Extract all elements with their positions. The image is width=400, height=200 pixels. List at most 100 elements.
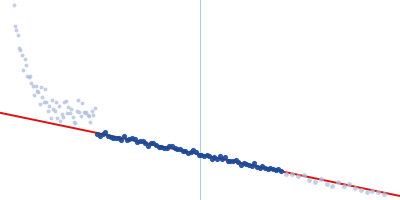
Point [179, 149, 186, 152]
Point [187, 151, 194, 154]
Point [230, 159, 236, 162]
Point [134, 140, 140, 143]
Point [240, 162, 247, 165]
Point [126, 138, 132, 141]
Point [24, 74, 30, 77]
Point [79, 101, 86, 104]
Point [32, 85, 39, 88]
Point [272, 168, 279, 171]
Point [312, 181, 318, 184]
Point [256, 166, 263, 170]
Point [94, 132, 100, 135]
Point [182, 150, 188, 153]
Point [246, 164, 252, 167]
Point [251, 161, 258, 165]
Point [70, 115, 76, 118]
Point [116, 136, 122, 139]
Point [40, 100, 47, 103]
Point [346, 183, 353, 186]
Point [26, 75, 32, 78]
Point [42, 88, 48, 91]
Point [211, 155, 218, 158]
Point [118, 138, 124, 141]
Point [248, 165, 255, 168]
Point [68, 107, 74, 111]
Point [110, 137, 116, 140]
Point [64, 112, 70, 115]
Point [80, 111, 87, 114]
Point [278, 169, 284, 172]
Point [203, 154, 210, 157]
Point [91, 106, 98, 109]
Point [23, 63, 29, 67]
Point [45, 110, 51, 113]
Point [259, 165, 266, 168]
Point [171, 146, 178, 150]
Point [18, 53, 25, 56]
Point [21, 57, 28, 60]
Point [375, 190, 381, 194]
Point [74, 109, 80, 112]
Point [177, 148, 183, 151]
Point [153, 143, 159, 146]
Point [76, 110, 83, 113]
Point [158, 145, 164, 148]
Point [150, 142, 156, 145]
Point [20, 68, 26, 71]
Point [38, 86, 44, 89]
Point [161, 146, 167, 149]
Point [340, 184, 347, 187]
Point [31, 94, 37, 97]
Point [195, 153, 202, 156]
Point [71, 121, 77, 124]
Point [34, 89, 40, 92]
Point [102, 131, 108, 134]
Point [113, 137, 119, 140]
Point [78, 115, 84, 118]
Point [174, 147, 180, 150]
Point [364, 190, 370, 193]
Point [198, 154, 204, 157]
Point [61, 101, 68, 104]
Point [43, 101, 50, 104]
Point [185, 151, 191, 154]
Point [62, 99, 69, 103]
Point [295, 174, 301, 178]
Point [72, 121, 78, 125]
Point [155, 146, 162, 149]
Point [129, 136, 135, 140]
Point [267, 166, 274, 169]
Point [147, 142, 154, 145]
Point [121, 135, 127, 138]
Point [16, 47, 22, 50]
Point [206, 154, 212, 157]
Point [380, 193, 387, 196]
Point [289, 173, 296, 176]
Point [214, 157, 220, 160]
Point [139, 140, 146, 143]
Point [84, 113, 91, 116]
Point [97, 135, 103, 138]
Point [67, 111, 73, 115]
Point [57, 119, 64, 123]
Point [14, 34, 21, 37]
Point [56, 104, 62, 107]
Point [137, 140, 143, 143]
Point [53, 100, 59, 103]
Point [329, 185, 336, 188]
Point [123, 138, 130, 141]
Point [30, 84, 36, 87]
Point [52, 110, 58, 113]
Point [54, 116, 61, 119]
Point [238, 163, 244, 166]
Point [283, 172, 290, 175]
Point [100, 133, 106, 136]
Point [13, 29, 20, 32]
Point [300, 174, 307, 177]
Point [243, 162, 250, 166]
Point [105, 134, 111, 137]
Point [306, 178, 312, 181]
Point [36, 102, 43, 105]
Point [209, 157, 215, 161]
Point [10, 4, 17, 7]
